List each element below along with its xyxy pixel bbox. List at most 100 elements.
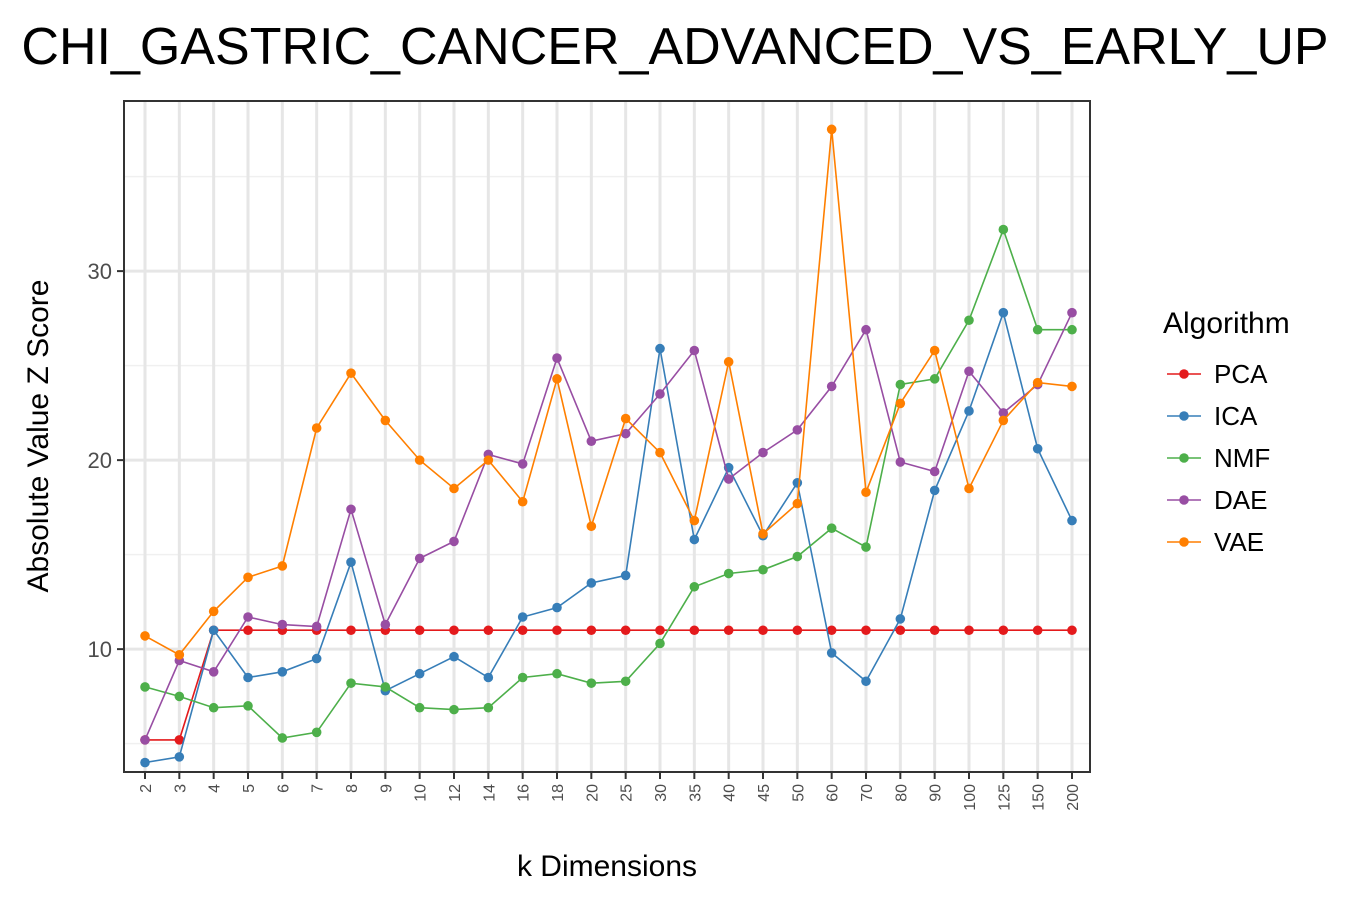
series-line-dae [144,312,1073,741]
data-point-dae [929,466,940,477]
data-point-ica [620,570,631,581]
x-tick-label: 25 [619,784,636,802]
data-point-ica [689,534,700,545]
data-point-vae [449,483,459,494]
data-point-pca [826,625,837,636]
data-point-ica [964,406,974,416]
data-point-pca [655,625,665,636]
data-point-dae [792,425,803,435]
x-tick-label: 100 [962,784,979,811]
data-point-nmf [895,379,906,390]
series-dae [140,307,1077,745]
data-point-pca [346,625,356,636]
series-line-pca [145,629,1072,741]
data-point-pca [483,625,494,636]
data-point-ica [483,672,494,683]
data-point-dae [586,436,597,447]
data-point-nmf [449,704,459,715]
data-point-vae [174,650,185,660]
series-line-vae [144,129,1073,656]
data-point-ica [414,668,425,679]
data-point-pca [620,625,631,636]
data-point-nmf [552,668,562,679]
data-point-nmf [1032,324,1043,335]
data-point-ica [243,672,253,683]
data-point-ica [586,578,597,588]
data-point-nmf [861,542,871,552]
data-point-ica [277,667,288,677]
data-point-nmf [964,315,974,326]
data-point-ica [826,648,837,658]
x-tick-label: 2 [138,784,155,793]
legend-point [1179,495,1189,505]
data-point-vae [998,415,1009,426]
data-point-nmf [311,727,322,738]
legend-label: ICA [1214,401,1258,431]
data-point-dae [998,408,1009,418]
data-point-pca [243,625,253,636]
data-point-vae [380,415,391,426]
data-point-nmf [414,702,425,713]
data-point-dae [311,621,322,632]
data-point-pca [895,625,906,636]
data-point-pca [689,625,700,636]
legend-point [1179,537,1189,547]
data-point-ica [998,307,1009,318]
data-point-vae [346,368,356,378]
data-point-pca [929,625,940,636]
x-tick-label: 20 [584,784,601,802]
legend-title: Algorithm [1163,307,1290,340]
data-point-dae [861,324,871,335]
data-point-dae [689,345,700,356]
data-point-vae [620,413,631,424]
data-point-nmf [517,672,528,683]
series-ica [140,307,1077,768]
data-point-dae [655,389,665,399]
x-tick-label: 200 [1065,784,1082,811]
data-point-dae [208,667,219,677]
x-axis-title: k Dimensions [517,850,697,883]
legend: Algorithm PCA ICA NMF DAE VAE [1163,307,1290,557]
data-point-vae [311,423,322,433]
x-tick-label: 125 [996,784,1013,811]
data-point-nmf [929,374,940,384]
data-point-nmf [792,551,803,562]
data-point-vae [826,124,837,135]
data-point-ica [174,752,185,762]
legend-point [1179,369,1189,379]
data-point-nmf [243,701,253,711]
data-point-dae [517,459,528,469]
data-point-pca [517,625,528,636]
series-layer [140,124,1077,768]
x-tick-label: 70 [859,784,876,802]
data-point-ica [1032,443,1043,454]
legend-label: PCA [1214,359,1268,389]
data-point-nmf [140,682,150,692]
data-point-nmf [620,676,631,687]
data-point-vae [483,455,494,465]
data-point-dae [449,536,459,547]
data-point-vae [517,496,528,507]
legend-point [1179,453,1189,463]
y-tick-label: 10 [88,637,112,662]
x-tick-label: 35 [687,784,704,802]
data-point-vae [277,561,288,571]
data-point-vae [861,487,871,498]
data-point-dae [380,619,391,630]
data-point-ica [929,485,940,496]
data-point-nmf [998,224,1009,235]
y-tick-label: 30 [88,259,112,284]
legend-item-dae: DAE [1167,485,1267,515]
data-point-pca [552,625,562,636]
data-point-ica [792,478,803,488]
data-point-pca [414,625,425,636]
data-point-pca [792,625,803,636]
x-tick-label: 6 [275,784,292,793]
legend-label: DAE [1214,485,1267,515]
x-tick-label: 4 [207,784,224,793]
data-point-nmf [758,564,768,575]
data-point-dae [826,381,837,392]
